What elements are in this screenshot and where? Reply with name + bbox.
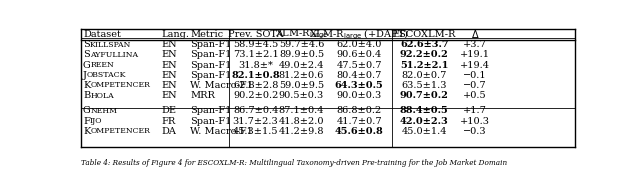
Text: 86.8±0.2: 86.8±0.2 [337, 106, 382, 115]
Text: 64.3±0.5: 64.3±0.5 [335, 81, 383, 90]
Text: 82.0±0.7: 82.0±0.7 [401, 71, 447, 80]
Text: +19.1: +19.1 [460, 50, 490, 59]
Text: NEHM: NEHM [91, 107, 118, 115]
Text: $\Delta$: $\Delta$ [471, 28, 479, 41]
Text: Span-F1: Span-F1 [190, 106, 232, 115]
Text: AYFULLINA: AYFULLINA [90, 51, 138, 59]
Text: EN: EN [161, 81, 177, 90]
Text: 90.7±0.2: 90.7±0.2 [400, 91, 449, 100]
Text: OMPETENCER: OMPETENCER [90, 127, 150, 135]
Text: ESCOXLM-R: ESCOXLM-R [392, 30, 456, 39]
Text: 90.0±0.3: 90.0±0.3 [337, 91, 382, 100]
Text: 59.0±9.5: 59.0±9.5 [279, 81, 324, 90]
Text: W. Macro-F1: W. Macro-F1 [190, 127, 253, 136]
Text: OBSTACK: OBSTACK [87, 71, 127, 79]
Text: Span-F1: Span-F1 [190, 50, 232, 59]
Text: J: J [83, 71, 87, 80]
Text: +19.4: +19.4 [460, 61, 490, 70]
Text: +1.7: +1.7 [463, 106, 487, 115]
Text: 82.1±0.8: 82.1±0.8 [231, 71, 280, 80]
Text: 31.8±*: 31.8±* [238, 61, 273, 70]
Text: W. Macro-F1: W. Macro-F1 [190, 81, 253, 90]
Text: XLM-R$_{\mathrm{large}}$ (+DAPT): XLM-R$_{\mathrm{large}}$ (+DAPT) [309, 27, 409, 42]
Text: 41.2±9.8: 41.2±9.8 [278, 127, 324, 136]
Text: 90.2±0.2: 90.2±0.2 [233, 91, 278, 100]
Text: Span-F1: Span-F1 [190, 40, 232, 49]
Text: +3.7: +3.7 [463, 40, 487, 49]
Text: DE: DE [161, 106, 177, 115]
Text: 88.4±0.5: 88.4±0.5 [400, 106, 449, 115]
Text: Lang.: Lang. [161, 30, 189, 39]
Text: 58.9±4.5: 58.9±4.5 [233, 40, 278, 49]
Text: Span-F1: Span-F1 [190, 117, 232, 126]
Text: G: G [83, 61, 91, 70]
Text: FR: FR [161, 117, 175, 126]
Text: +10.3: +10.3 [460, 117, 490, 126]
Text: K: K [83, 127, 90, 136]
Text: 59.7±4.6: 59.7±4.6 [279, 40, 324, 49]
Text: HOLA: HOLA [90, 92, 114, 100]
Text: 31.7±2.3: 31.7±2.3 [233, 117, 278, 126]
Text: G: G [83, 106, 91, 115]
Text: Prev. SOTA: Prev. SOTA [228, 30, 284, 39]
Text: 41.8±2.0: 41.8±2.0 [278, 117, 324, 126]
Text: 41.7±0.7: 41.7±0.7 [337, 117, 382, 126]
Text: 90.6±0.4: 90.6±0.4 [337, 50, 382, 59]
Text: S: S [83, 40, 90, 49]
Text: Span-F1: Span-F1 [190, 61, 232, 70]
Text: KILLSPAN: KILLSPAN [90, 41, 131, 49]
Text: EN: EN [161, 40, 177, 49]
Text: 63.5±1.3: 63.5±1.3 [401, 81, 447, 90]
Text: OMPETENCER: OMPETENCER [90, 82, 150, 90]
Text: 45.3±1.5: 45.3±1.5 [233, 127, 278, 136]
Text: Metric: Metric [190, 30, 223, 39]
Text: 62.0±4.0: 62.0±4.0 [337, 40, 382, 49]
Text: 81.2±0.6: 81.2±0.6 [279, 71, 324, 80]
Text: EN: EN [161, 91, 177, 100]
Text: +0.5: +0.5 [463, 91, 487, 100]
Text: Span-F1: Span-F1 [190, 71, 232, 80]
Text: 45.0±1.4: 45.0±1.4 [401, 127, 447, 136]
Text: 86.7±0.4: 86.7±0.4 [233, 106, 278, 115]
Text: EN: EN [161, 50, 177, 59]
Text: 45.6±0.8: 45.6±0.8 [335, 127, 383, 136]
Text: −0.1: −0.1 [463, 71, 487, 80]
Text: 42.0±2.3: 42.0±2.3 [400, 117, 449, 126]
Text: IJO: IJO [90, 117, 102, 125]
Text: REEN: REEN [91, 61, 115, 69]
Text: −0.3: −0.3 [463, 127, 487, 136]
Text: 73.1±2.1: 73.1±2.1 [233, 50, 278, 59]
Text: MRR: MRR [190, 91, 215, 100]
Text: F: F [83, 117, 90, 126]
Text: −0.7: −0.7 [463, 81, 487, 90]
Text: 62.6±3.7: 62.6±3.7 [400, 40, 449, 49]
Text: K: K [83, 81, 90, 90]
Text: S: S [83, 50, 90, 59]
Text: XLM-R$_{\mathrm{large}}$: XLM-R$_{\mathrm{large}}$ [275, 28, 328, 41]
Text: 89.9±0.5: 89.9±0.5 [279, 50, 324, 59]
Text: 51.2±2.1: 51.2±2.1 [400, 61, 449, 70]
Text: 62.8±2.8: 62.8±2.8 [233, 81, 278, 90]
Text: 87.1±0.4: 87.1±0.4 [278, 106, 324, 115]
Text: Dataset: Dataset [83, 30, 121, 39]
Text: 90.5±0.3: 90.5±0.3 [279, 91, 324, 100]
Text: 92.2±0.2: 92.2±0.2 [400, 50, 449, 59]
Text: EN: EN [161, 71, 177, 80]
Text: Table 4: Results of Figure 4 for ESCOXLM-R: Multilingual Taxonomy-driven Pre-tra: Table 4: Results of Figure 4 for ESCOXLM… [81, 159, 507, 167]
Text: B: B [83, 91, 90, 100]
Text: DA: DA [161, 127, 176, 136]
Text: 47.5±0.7: 47.5±0.7 [337, 61, 382, 70]
Text: 80.4±0.7: 80.4±0.7 [337, 71, 382, 80]
Text: 49.0±2.4: 49.0±2.4 [278, 61, 324, 70]
Text: EN: EN [161, 61, 177, 70]
